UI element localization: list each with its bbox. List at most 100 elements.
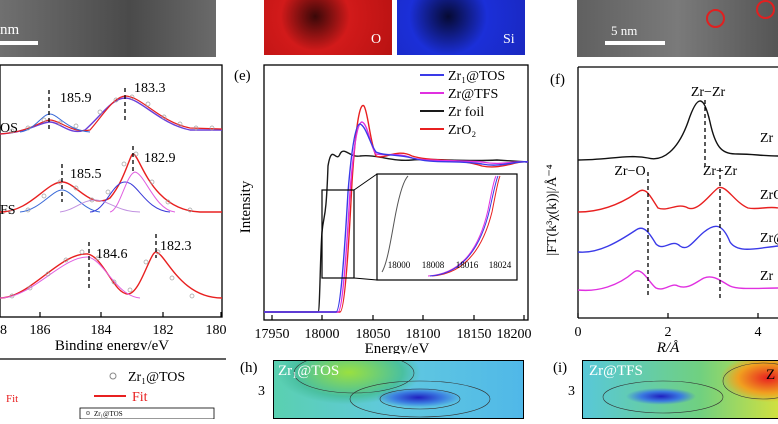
wavelet-plot-h: Zr₁@TOS — [273, 360, 524, 419]
bond-annotation: Zr−O — [614, 164, 645, 179]
peak-label: 185.9 — [60, 91, 92, 106]
panel-i-label: (i) — [553, 360, 568, 376]
plot-title: Zr@TFS — [589, 363, 643, 379]
inset-tick-label: 18008 — [422, 260, 445, 270]
peak-label: 182.9 — [144, 151, 176, 166]
xps-curve-zr-tfs — [0, 151, 222, 215]
y-tick-label: 3 — [258, 384, 265, 399]
panel-g-label: Fit — [6, 393, 18, 405]
ft-curve-zr1-tos — [577, 225, 778, 253]
legend-label: Zr@TFS — [448, 87, 498, 102]
zoom-connector — [353, 173, 378, 191]
zoom-region-box — [321, 189, 355, 279]
panel-d-xps: 185.9 183.3 185.5 182.9 184.6 182.3 OS F… — [0, 64, 227, 350]
curve-label: Zr@ — [760, 231, 778, 246]
panel-e-xanes: (e) Intensity 18000 18008 18016 18024 Zr… — [234, 64, 532, 354]
inset-tick-label: 18016 — [456, 260, 479, 270]
x-tick-label: 18100 — [406, 327, 441, 342]
peak-label: 182.3 — [160, 239, 192, 254]
zoom-connector — [353, 277, 378, 281]
bond-annotation: Zr−Zr — [703, 164, 738, 179]
spectrum-zro2 — [264, 104, 529, 313]
curve-label: Zr — [760, 131, 774, 146]
peak-label: 184.6 — [96, 247, 128, 262]
scale-bar-left — [0, 41, 38, 45]
inset-spectrum-zr-tfs — [427, 175, 497, 277]
legend-label: Zr₁@TOS — [128, 370, 185, 385]
ft-curve-zro2 — [577, 186, 778, 213]
y-axis-label: |FT(k³χ(k))|/Å⁻⁴ — [544, 164, 560, 255]
map-label-oxygen: O — [371, 32, 382, 47]
tem-image-left — [0, 0, 216, 57]
ft-curve-zr-foil — [577, 100, 778, 161]
panel-d-ticks — [39, 312, 222, 317]
x-tick-label: 2 — [665, 325, 672, 340]
inset-tick-label: 18000 — [388, 260, 411, 270]
x-tick-label: 18150 — [457, 327, 492, 342]
inset-tick-label: 18024 — [489, 260, 512, 270]
x-axis-label: Energy/eV — [365, 341, 430, 354]
x-tick-label: 182 — [153, 323, 174, 338]
peak-markers — [48, 88, 157, 288]
inset-spectrum-zro2 — [431, 175, 501, 277]
panel-f-exafs: (f) |FT(k³χ(k))|/Å⁻⁴ Zr−Zr Zr−O Zr−Zr Zr… — [544, 66, 778, 354]
tem-image-right — [577, 0, 778, 57]
curve-label: FS — [0, 203, 16, 218]
x-tick-label: 18200 — [497, 327, 532, 342]
atom-marker-circle — [756, 0, 775, 19]
y-axis-label: Intensity — [238, 180, 254, 233]
x-tick-label: 180 — [206, 323, 227, 338]
legend-label: Zr₁@TOS — [448, 69, 505, 84]
x-tick-label: 8 — [0, 323, 7, 338]
scale-label-left: nm — [0, 22, 20, 38]
panel-e-ticks — [271, 315, 525, 320]
x-tick-label: 186 — [30, 323, 51, 338]
curve-label: Zr — [760, 269, 774, 284]
spectrum-zr1-tos — [264, 123, 529, 313]
x-tick-label: 4 — [755, 325, 762, 340]
panel-label: (e) — [234, 68, 251, 84]
legend-label: ZrO₂ — [448, 123, 476, 138]
legend-label: Fit — [132, 390, 148, 405]
edge-label: Z — [766, 367, 776, 383]
scale-label-right: 5 nm — [611, 23, 638, 38]
map-label-silicon: Si — [503, 32, 515, 47]
peak-markers — [647, 100, 721, 298]
wavelet-contours — [293, 361, 491, 418]
x-axis-label: Binding energy/eV — [55, 338, 169, 350]
bond-annotation: Zr−Zr — [691, 85, 726, 100]
legend: Zr₁@TOS Zr@TFS Zr foil ZrO₂ — [420, 69, 505, 138]
peak-label: 183.3 — [134, 81, 166, 96]
inset-spectrum-zr1-tos — [429, 175, 499, 277]
curve-label: OS — [0, 121, 18, 136]
x-tick-label: 18000 — [305, 327, 340, 342]
wavelet-plot-i: Zr@TFS Z — [582, 360, 778, 419]
peak-label: 185.5 — [70, 167, 102, 182]
atom-marker-circle — [706, 9, 725, 28]
elemental-map-oxygen — [264, 0, 392, 55]
legend-label: Zr foil — [448, 105, 484, 120]
panel-h-label: (h) — [240, 360, 258, 376]
panel-label: (f) — [550, 72, 565, 88]
ft-curve-zr-tfs — [577, 270, 778, 292]
panel-g-partial: Zr₁@TOS Fit Fit Zr₁@TOS — [0, 356, 226, 420]
panel-g-legend: Zr₁@TOS Fit Fit Zr₁@TOS — [0, 358, 226, 420]
xps-curve-zro2 — [0, 249, 223, 299]
panel-d-frame — [0, 64, 223, 318]
panel-f-ticks — [577, 313, 759, 318]
small-legend-label: Zr₁@TOS — [94, 410, 123, 418]
x-tick-label: 18050 — [356, 327, 391, 342]
curve-label: ZrO — [760, 188, 778, 203]
elemental-map-silicon — [397, 0, 525, 55]
x-tick-label: 184 — [91, 323, 112, 338]
x-tick-label: 0 — [575, 325, 582, 340]
xps-curve-zr1-tos — [0, 94, 223, 135]
y-tick-label: 3 — [568, 384, 575, 399]
panel-e-frame — [263, 64, 529, 321]
x-tick-label: 17950 — [255, 327, 290, 342]
scale-bar-right — [605, 41, 665, 45]
inset-spectrum-zr-foil — [381, 175, 409, 273]
x-axis-label: R/Å — [656, 340, 680, 354]
wavelet-contours — [602, 362, 778, 414]
plot-title: Zr₁@TOS — [278, 363, 340, 379]
